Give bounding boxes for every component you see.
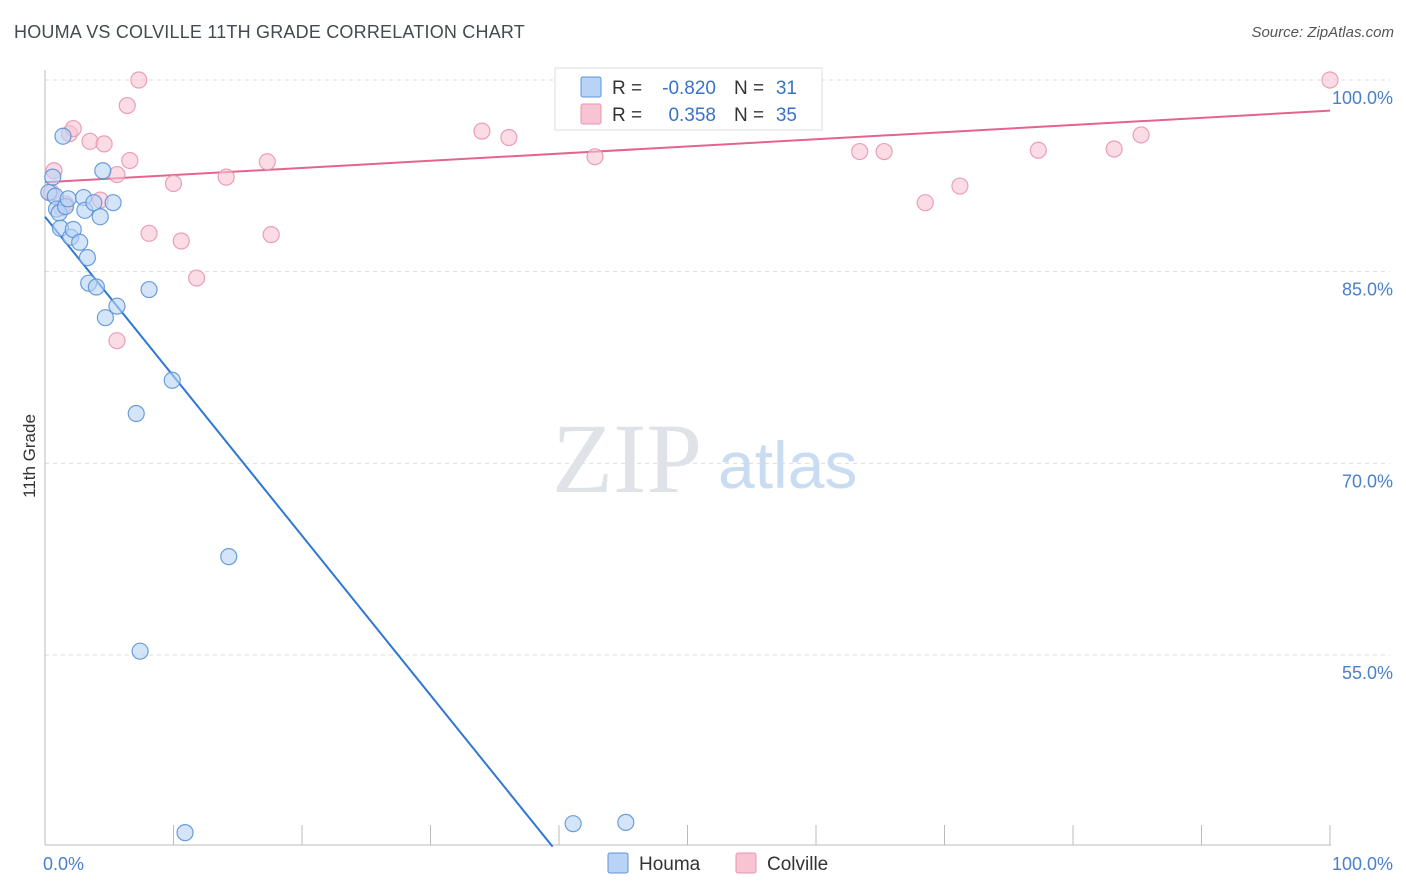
houma-point — [131, 642, 149, 660]
houma-point — [91, 208, 109, 226]
colville-point — [473, 122, 491, 140]
legend-houma-n-label: N = — [734, 78, 764, 99]
legend-houma-r-label: R = — [612, 78, 642, 99]
legend-colville-n-label: N = — [734, 105, 764, 126]
houma-point — [564, 815, 582, 833]
series-legend-colville: Colville — [767, 854, 828, 875]
houma-point — [108, 297, 126, 315]
watermark: ZIP atlas — [552, 403, 857, 514]
colville-point — [258, 153, 276, 171]
colville-point — [875, 142, 893, 161]
colville-point — [130, 71, 148, 89]
colville-point — [217, 168, 235, 186]
houma-points — [40, 127, 635, 842]
colville-point — [500, 128, 518, 147]
colville-point — [1029, 141, 1047, 159]
houma-point — [78, 249, 97, 267]
houma-point — [59, 190, 77, 208]
source-credit: Source: ZipAtlas.com — [1251, 24, 1394, 41]
houma-point — [220, 548, 238, 566]
colville-point — [108, 332, 126, 350]
series-legend-swatch-colville — [735, 852, 757, 874]
colville-point — [140, 224, 158, 242]
x-tick-label-0: 0.0% — [43, 854, 84, 874]
colville-point — [81, 132, 99, 150]
colville-point — [851, 142, 869, 161]
colville-point — [108, 165, 126, 184]
houma-point — [176, 824, 194, 842]
houma-point — [71, 233, 89, 251]
legend-colville-r-label: R = — [612, 105, 642, 126]
colville-point — [586, 148, 604, 166]
colville-point — [95, 135, 113, 153]
series-legend-swatch-houma — [607, 852, 629, 874]
colville-point — [951, 177, 969, 195]
colville-point — [164, 174, 183, 193]
x-tick-labels: 0.0% 100.0% — [43, 854, 1393, 874]
colville-point — [188, 269, 206, 287]
houma-point — [163, 371, 181, 389]
trend-line-houma — [44, 216, 554, 848]
houma-point — [617, 813, 635, 831]
houma-point — [127, 404, 145, 423]
legend-houma-r-value: -0.820 — [662, 78, 716, 99]
colville-point — [118, 96, 136, 115]
colville-point — [121, 151, 139, 170]
legend-colville-n-value: 35 — [776, 105, 797, 126]
gridlines — [45, 79, 1390, 656]
watermark-atlas: atlas — [718, 428, 857, 502]
colville-point — [1132, 126, 1150, 144]
houma-point — [54, 127, 72, 145]
series-legend-houma: Houma — [639, 854, 701, 875]
houma-point — [85, 194, 103, 212]
legend-colville-r-value: 0.358 — [668, 105, 716, 126]
legend-swatch-houma — [580, 76, 602, 98]
legend-swatch-colville — [580, 103, 602, 125]
colville-point — [1105, 140, 1123, 158]
y-tick-labels: 100.0% 85.0% 70.0% 55.0% — [1332, 88, 1393, 683]
legend-houma-n-value: 31 — [776, 78, 797, 99]
houma-point — [44, 168, 62, 186]
colville-point — [262, 226, 280, 244]
trend-line-colville — [44, 109, 1331, 184]
colville-point — [1321, 71, 1339, 89]
colville-point — [916, 194, 934, 212]
series-legend: Houma Colville — [607, 852, 828, 875]
stats-legend: R = -0.820 N = 31 R = 0.358 N = 35 — [554, 67, 823, 131]
houma-point — [140, 280, 158, 299]
trend-lines — [44, 109, 1331, 848]
chart-title: HOUMA VS COLVILLE 11TH GRADE CORRELATION… — [14, 22, 525, 42]
houma-point — [87, 278, 106, 296]
houma-point — [94, 162, 112, 180]
y-tick-label-0: 100.0% — [1332, 88, 1393, 108]
houma-point — [96, 309, 114, 327]
houma-point — [104, 194, 122, 212]
watermark-zip: ZIP — [552, 403, 702, 514]
y-tick-label-2: 70.0% — [1342, 471, 1393, 491]
x-tick-label-1: 100.0% — [1332, 854, 1393, 874]
y-tick-label-1: 85.0% — [1342, 280, 1393, 300]
colville-point — [172, 232, 190, 250]
axes — [44, 70, 1331, 846]
y-tick-label-3: 55.0% — [1342, 663, 1393, 683]
y-axis-label: 11th Grade — [20, 414, 39, 498]
